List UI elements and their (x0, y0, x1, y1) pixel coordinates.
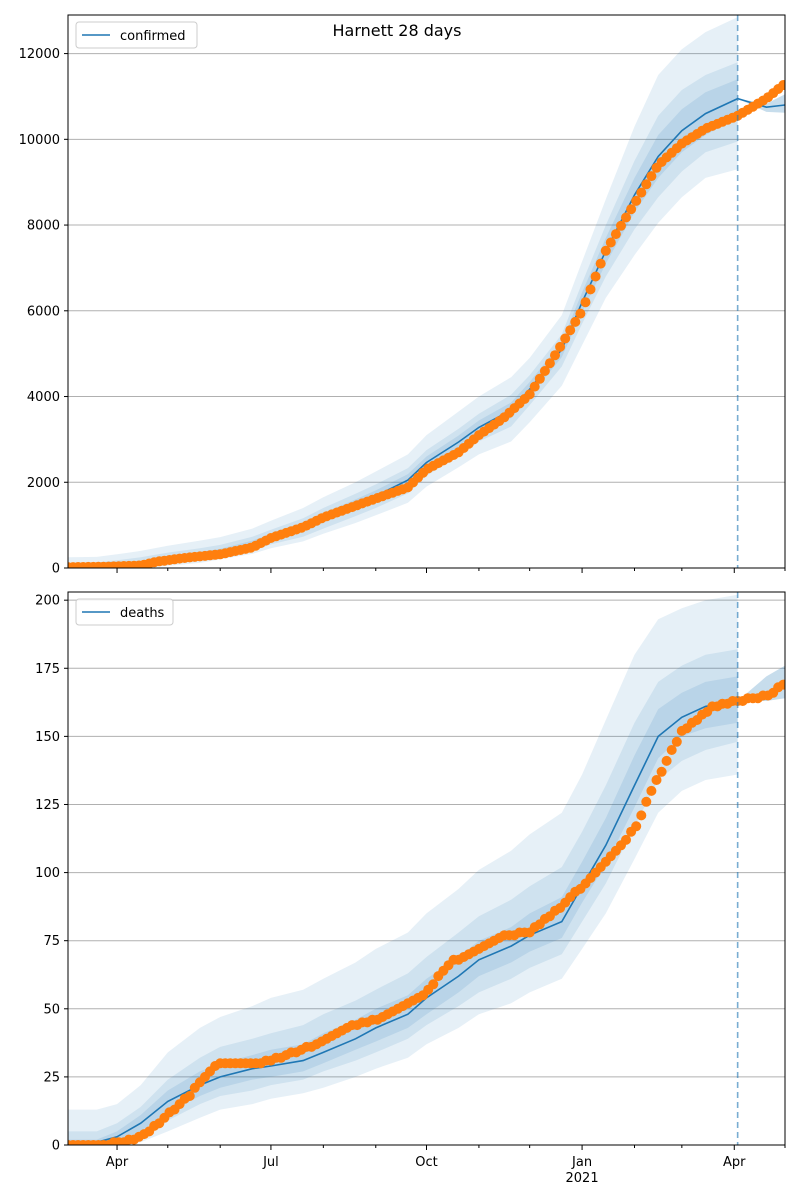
y-tick-label: 0 (52, 562, 60, 577)
observed-point (616, 220, 626, 231)
y-tick-label: 2000 (27, 476, 60, 491)
observed-point (529, 381, 540, 392)
observed-point (626, 204, 637, 215)
x-tick-label: Jan (571, 1155, 592, 1170)
y-tick-label: 25 (43, 1070, 60, 1085)
x-tick-sublabel: 2021 (566, 1171, 599, 1186)
uncertainty-band-inner (68, 79, 738, 568)
y-tick-label: 8000 (27, 219, 60, 234)
plot-area (68, 592, 785, 1145)
y-tick-label: 75 (43, 934, 60, 949)
observed-point (641, 179, 652, 190)
observed-point (778, 679, 785, 690)
y-tick-label: 0 (52, 1139, 60, 1154)
legend: confirmed (75, 21, 198, 49)
y-tick-label: 6000 (27, 304, 60, 319)
observed-point (590, 271, 601, 282)
observed-point (524, 389, 535, 400)
observed-point (570, 316, 581, 327)
observed-point (636, 187, 647, 198)
legend-box (75, 598, 174, 626)
observed-point (565, 325, 576, 336)
legend-box (75, 21, 198, 49)
observed-point (605, 237, 616, 248)
confirmed-panel: 0 2000 4000 6000 8000 10000 12000 confirmed (19, 14, 786, 577)
uncertainty-band-outer (68, 594, 738, 1145)
observed-point (585, 284, 596, 295)
observed-point (544, 358, 555, 369)
observed-point (560, 333, 571, 344)
observed-point (428, 979, 439, 990)
uncertainty-band-outer (68, 17, 738, 568)
observed-point (621, 212, 631, 223)
observed-point (661, 755, 672, 766)
observed-point (539, 366, 550, 376)
observed-point (580, 297, 591, 308)
observed-point (646, 171, 657, 182)
y-tick-label: 50 (43, 1002, 60, 1017)
plot-area (68, 15, 785, 568)
observed-point (595, 258, 606, 269)
observed-point (651, 775, 662, 785)
observed-point (610, 229, 621, 240)
observed-point (534, 373, 545, 384)
observed-point (631, 821, 642, 832)
y-tick-label: 12000 (19, 47, 60, 62)
observed-point (636, 810, 647, 821)
observed-point (778, 80, 785, 90)
observed-point (646, 785, 657, 796)
observed-point (600, 245, 611, 256)
y-tick-label: 175 (35, 662, 60, 677)
uncertainty-band-inner (68, 676, 738, 1145)
observed-point (555, 341, 566, 352)
y-tick-label: 4000 (27, 390, 60, 405)
observed-point (666, 745, 677, 755)
legend-label: confirmed (120, 29, 186, 44)
observed-point (671, 736, 682, 747)
legend-label: deaths (120, 606, 165, 621)
observed-point (631, 195, 642, 206)
x-tick-label: Apr (106, 1155, 129, 1170)
x-tick-label: Jul (262, 1155, 279, 1170)
y-tick-label: 200 (35, 594, 60, 609)
uncertainty-band-middle (68, 649, 738, 1145)
x-tick-label: Apr (723, 1155, 746, 1170)
legend: deaths (75, 598, 174, 626)
observed-point (641, 796, 652, 807)
observed-point (621, 834, 631, 845)
y-tick-label: 125 (35, 798, 60, 813)
observed-point (575, 308, 586, 319)
y-tick-label: 100 (35, 866, 60, 881)
y-tick-label: 150 (35, 730, 60, 745)
observed-point (550, 350, 560, 361)
observed-point (184, 1091, 195, 1101)
observed-point (656, 766, 667, 777)
uncertainty-band-middle (68, 62, 738, 568)
x-tick-label: Oct (415, 1155, 437, 1170)
chart-title: Harnett 28 days (333, 21, 462, 40)
y-tick-label: 10000 (19, 133, 60, 148)
